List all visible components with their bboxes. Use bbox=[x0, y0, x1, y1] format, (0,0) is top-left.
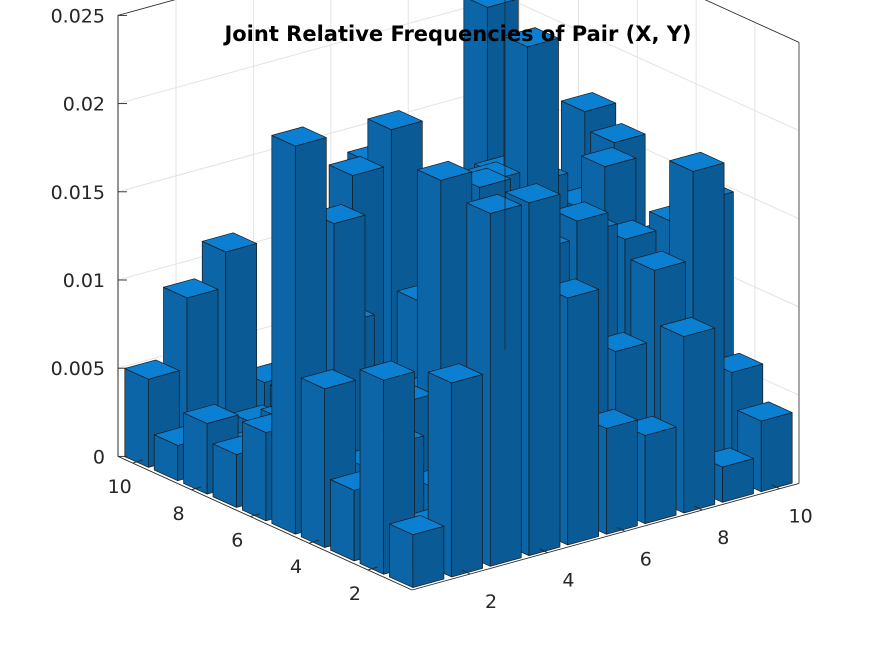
bar-front-face bbox=[683, 327, 716, 514]
y-axis-line bbox=[117, 455, 413, 591]
y-tick-mark bbox=[250, 513, 261, 517]
bar-left-face bbox=[242, 421, 267, 522]
bar-x1-y1 bbox=[389, 515, 445, 588]
z-tick-label: 0.01 bbox=[63, 270, 105, 292]
bar-top-face bbox=[271, 126, 327, 147]
x-tick-mark bbox=[771, 484, 780, 490]
y-tick-mark bbox=[191, 486, 202, 491]
bar-top-face bbox=[553, 201, 609, 222]
bar-left-face bbox=[271, 135, 296, 535]
z-tick-label: 0.025 bbox=[51, 5, 105, 27]
bar-top-face bbox=[416, 160, 473, 181]
y-tick-mark bbox=[132, 459, 143, 464]
bar-x10-y1 bbox=[737, 401, 793, 493]
y-tick-label: 10 bbox=[108, 476, 132, 498]
bar-top-face bbox=[560, 92, 617, 112]
bar-front-face bbox=[567, 289, 600, 546]
bar-front-face bbox=[760, 412, 793, 493]
z-grid-line bbox=[117, 0, 496, 105]
bar-top-face bbox=[659, 317, 716, 337]
bar-left-face bbox=[330, 479, 355, 562]
x-tick-mark bbox=[694, 505, 703, 511]
bars bbox=[124, 0, 793, 588]
bar-top-face bbox=[359, 360, 415, 381]
bar-top-face bbox=[201, 232, 258, 253]
x-tick-label: 6 bbox=[640, 548, 652, 570]
x-tick-mark bbox=[616, 526, 626, 532]
y-tick-label: 8 bbox=[172, 503, 184, 525]
bar-x1-y10 bbox=[124, 359, 180, 468]
bar-top-face bbox=[389, 515, 445, 536]
bar-top-face bbox=[300, 369, 357, 390]
y-tick-mark bbox=[367, 566, 379, 571]
bar-left-face bbox=[389, 523, 414, 588]
z-grid-line bbox=[510, 0, 800, 132]
bar-top-face bbox=[630, 250, 686, 271]
x-tick-label: 10 bbox=[789, 506, 813, 528]
bar-top-face bbox=[466, 193, 522, 214]
bar-left-face bbox=[124, 368, 149, 468]
z-tick-label: 0 bbox=[93, 446, 105, 468]
y-tick-label: 4 bbox=[290, 556, 302, 578]
bar-top-face bbox=[328, 156, 384, 176]
bar-front-face bbox=[644, 426, 677, 524]
x-tick-mark bbox=[461, 569, 471, 575]
bar-top-face bbox=[737, 401, 793, 422]
bar-left-face bbox=[183, 412, 208, 495]
bar-left-face bbox=[300, 377, 326, 548]
x-tick-label: 2 bbox=[485, 591, 497, 613]
bar-top-face bbox=[427, 363, 483, 384]
x-tick-label: 8 bbox=[717, 527, 729, 549]
z-tick-label: 0.015 bbox=[51, 182, 105, 204]
z-tick-label: 0.005 bbox=[51, 358, 105, 380]
y-tick-mark bbox=[308, 539, 320, 544]
bar-top-face bbox=[367, 110, 423, 130]
bar-left-face bbox=[359, 369, 384, 575]
x-tick-label: 4 bbox=[562, 570, 574, 592]
bar-top-face bbox=[183, 403, 239, 424]
bar-left-face bbox=[212, 443, 237, 508]
bar-top-face bbox=[669, 151, 725, 172]
axes-box bbox=[117, 0, 800, 591]
bar-top-face bbox=[124, 359, 180, 380]
chart-title: Joint Relative Frequencies of Pair (X, Y… bbox=[222, 22, 691, 46]
axis-ticks: 0 0.005 0.01 0.015 0.02 0.025 2 4 6 8 10 2 4 6 8 10 bbox=[51, 5, 813, 613]
box-edge bbox=[704, 0, 800, 43]
bar-front-face bbox=[606, 419, 638, 535]
bar-front-face bbox=[489, 204, 522, 567]
x-axis-line bbox=[411, 482, 800, 591]
bar-top-face bbox=[163, 278, 219, 299]
bar-top-face bbox=[505, 183, 561, 204]
z-tick-label: 0.02 bbox=[63, 94, 105, 116]
bar-top-face bbox=[503, 27, 559, 48]
bar-front-face bbox=[528, 193, 561, 556]
bar-front-face bbox=[412, 525, 445, 588]
y-tick-label: 6 bbox=[231, 530, 243, 552]
bar-top-face bbox=[470, 0, 516, 8]
bar-top-face bbox=[581, 147, 637, 167]
y-tick-label: 2 bbox=[349, 583, 361, 605]
x-tick-mark bbox=[539, 548, 548, 554]
bar-top-face bbox=[590, 123, 646, 143]
bar-front-face bbox=[451, 374, 483, 578]
